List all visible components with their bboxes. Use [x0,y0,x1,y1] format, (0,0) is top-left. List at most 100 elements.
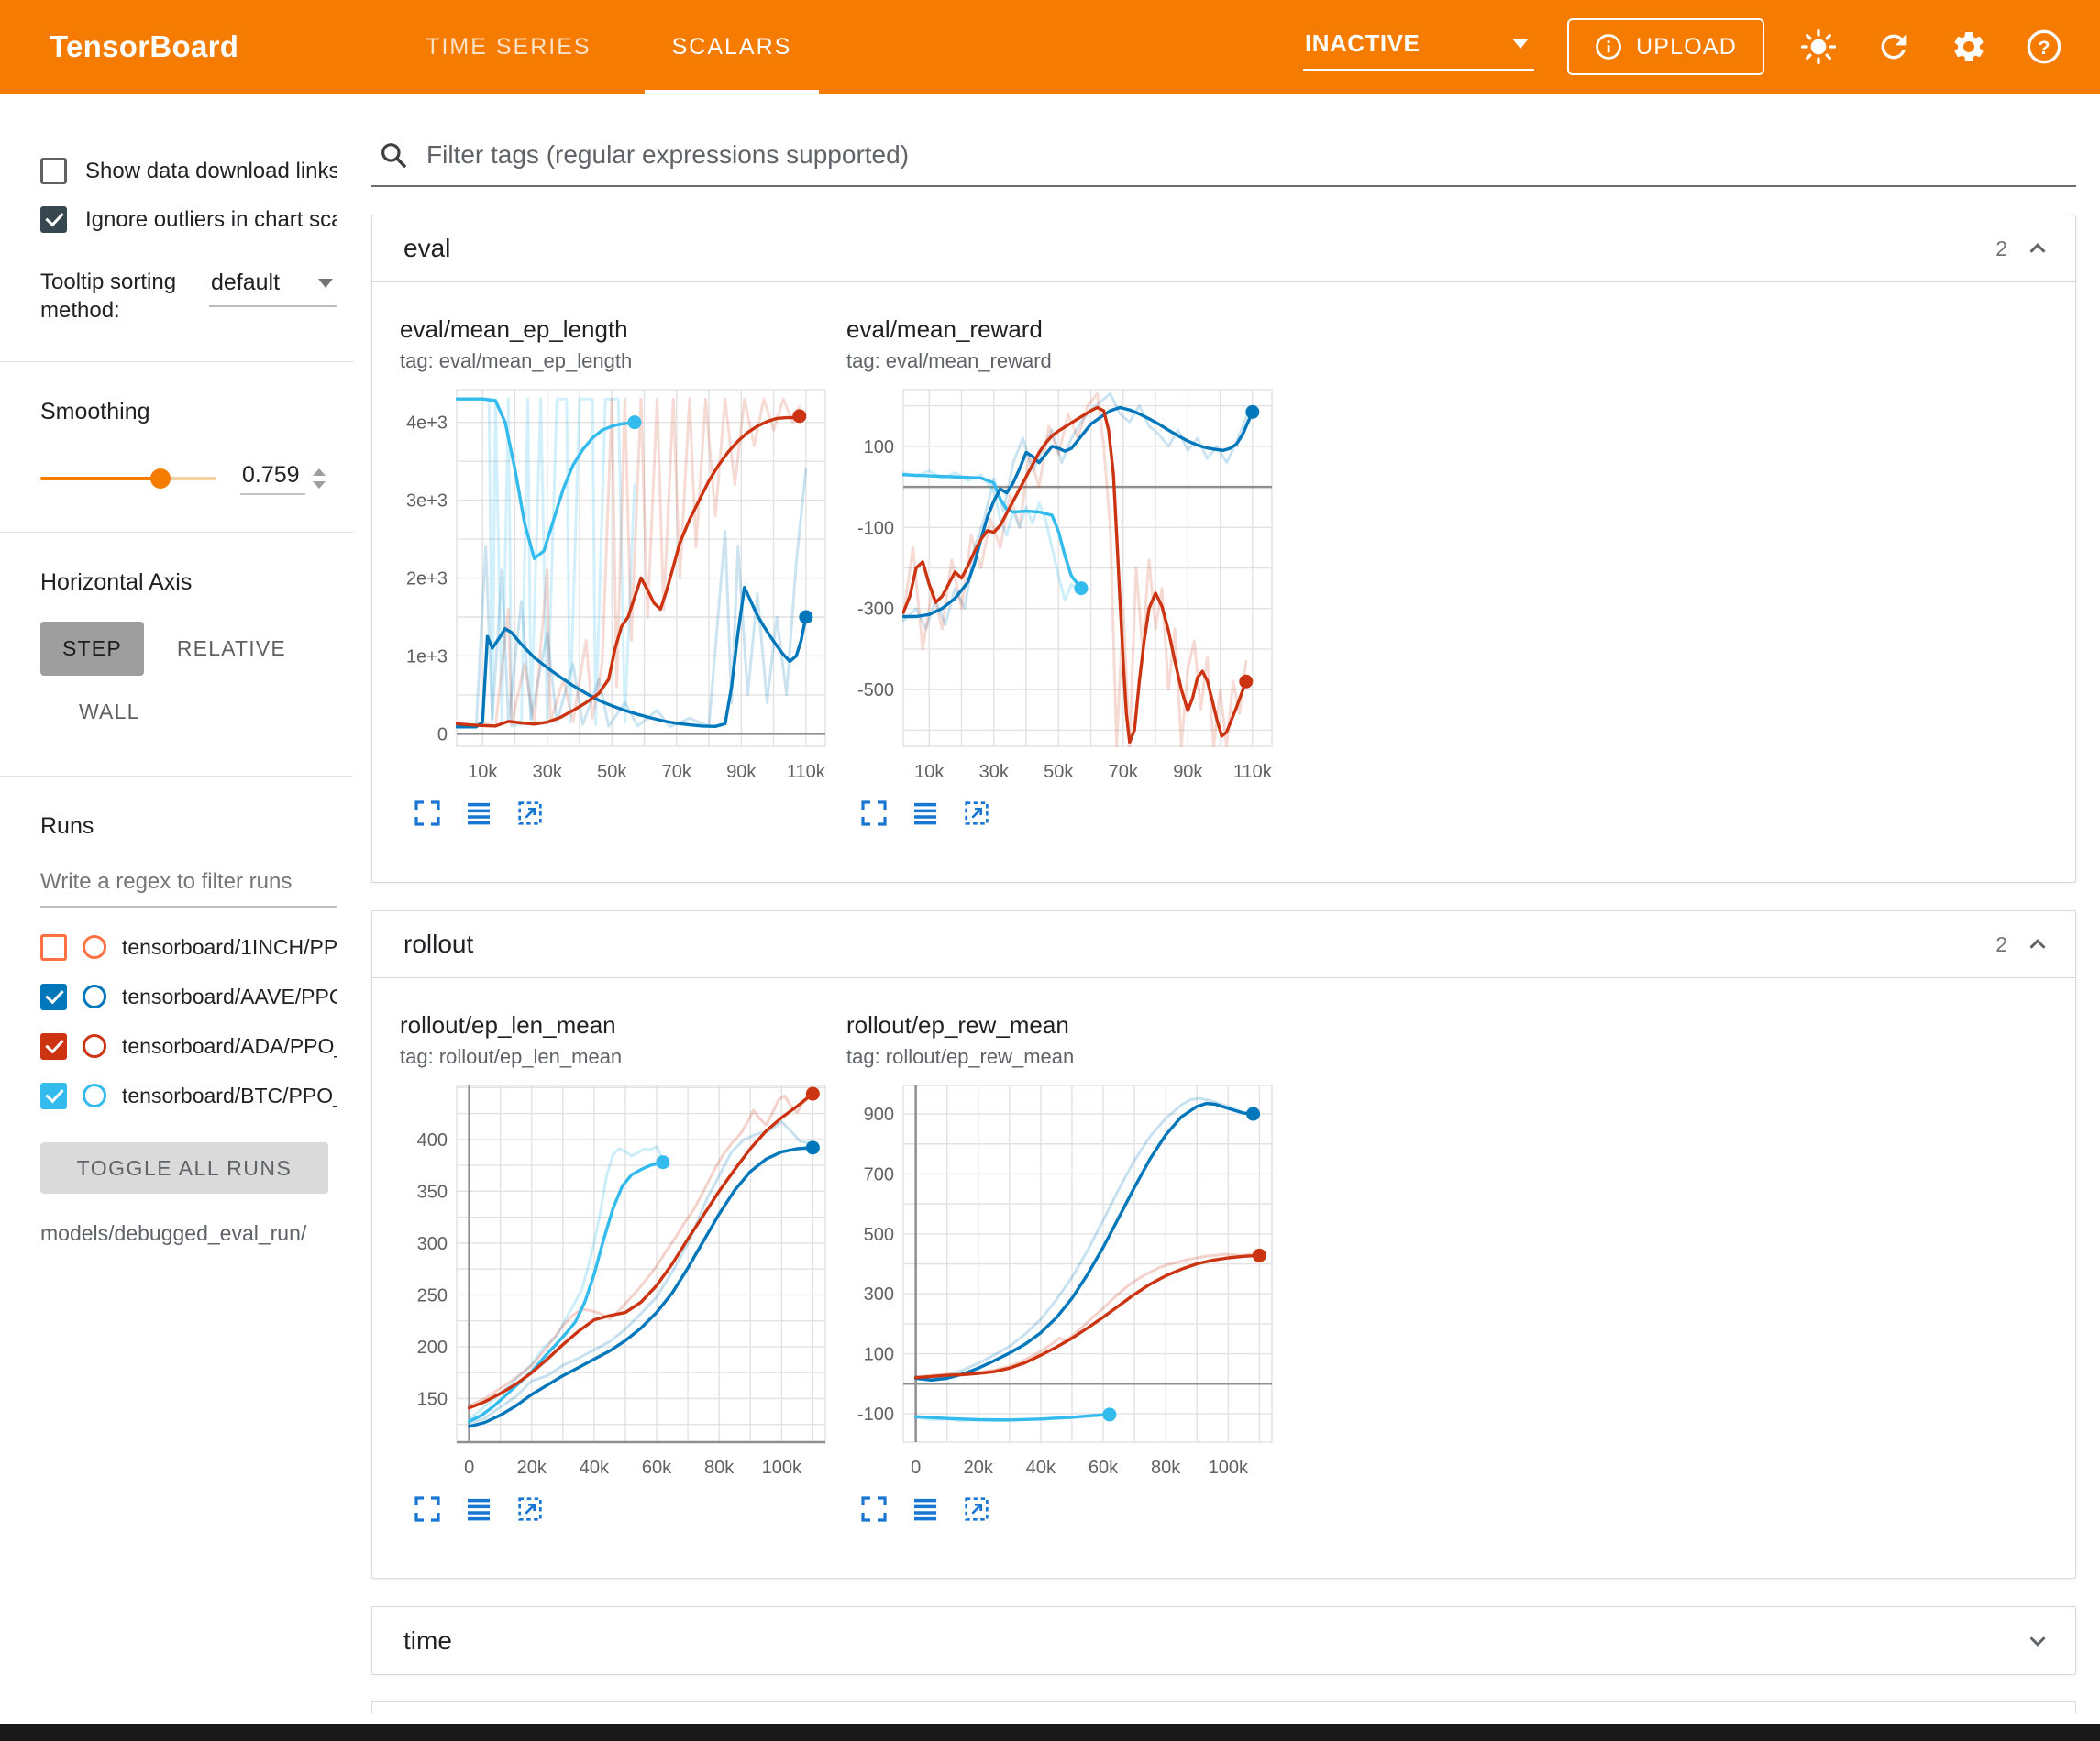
svg-text:30k: 30k [979,762,1010,782]
chart-tile: eval/mean_reward tag: eval/mean_reward 1… [846,315,1293,831]
run-color-swatch [83,935,106,960]
fullscreen-button[interactable] [411,1493,444,1526]
chart-eval-mean-ep-length[interactable]: 10k 30k 50k 70k 90k 110k 0 1e+3 2e+3 3e+3 4e+3 [400,380,831,788]
view-data-button[interactable] [909,798,942,831]
section-time-header[interactable]: time [372,1607,2075,1674]
smoothing-slider[interactable] [40,468,216,490]
help-icon: ? [2027,29,2061,64]
tab-time-series[interactable]: TIME SERIES [426,33,591,60]
svg-text:200: 200 [417,1338,448,1358]
sidebar-divider [0,776,353,777]
run-color-swatch [83,1084,106,1108]
svg-text:30k: 30k [533,762,563,782]
ignore-outliers-checkbox[interactable] [40,206,67,233]
run-checkbox[interactable] [40,1082,67,1109]
show-download-links-label: Show data download links [85,158,337,183]
status-dropdown-value: INACTIVE [1304,28,1420,57]
svg-text:1e+3: 1e+3 [406,646,448,667]
fullscreen-button[interactable] [857,1493,890,1526]
run-label: tensorboard/1INCH/PPO_1 [122,934,337,959]
ignore-outliers-checkbox-row[interactable]: Ignore outliers in chart scaling [40,206,337,233]
smoothing-control: 0.759 [40,462,337,496]
fit-domain-button[interactable] [514,1493,547,1526]
run-checkbox[interactable] [40,1032,67,1060]
section-rollout-header[interactable]: rollout 2 [372,911,2075,978]
view-data-button[interactable] [909,1493,942,1526]
topbar-actions: INACTIVE UPLOAD [1302,0,2065,94]
svg-text:700: 700 [864,1164,894,1185]
svg-text:60k: 60k [642,1458,672,1478]
run-color-swatch [83,1034,106,1059]
view-data-button[interactable] [462,798,495,831]
horizontal-axis-buttons-2: WALL [40,685,337,739]
run-row-aave[interactable]: tensorboard/AAVE/PPO_1 [40,972,337,1021]
fullscreen-button[interactable] [857,798,890,831]
section-title: eval [403,234,451,262]
svg-text:-500: -500 [857,680,894,700]
settings-button[interactable] [1948,26,1990,68]
svg-text:150: 150 [417,1390,448,1410]
fit-domain-icon [965,1496,989,1521]
app-logo: TensorBoard [50,29,239,63]
fit-domain-button[interactable] [960,1493,993,1526]
sun-icon [1800,28,1837,65]
run-checkbox[interactable] [40,933,67,961]
toggle-all-runs-button[interactable]: TOGGLE ALL RUNS [40,1142,328,1195]
section-eval-header[interactable]: eval 2 [372,215,2075,282]
stepper-down-icon[interactable] [312,481,326,490]
svg-text:70k: 70k [662,762,692,782]
run-row-1inch[interactable]: tensorboard/1INCH/PPO_1 [40,922,337,972]
tag-filter-input[interactable] [425,139,2071,171]
runs-filter-input[interactable] [40,860,337,909]
reload-button[interactable] [1873,26,1915,68]
axis-wall-button[interactable]: WALL [57,685,162,739]
run-row-ada[interactable]: tensorboard/ADA/PPO_1 [40,1021,337,1071]
fit-domain-button[interactable] [960,798,993,831]
bottom-bar [0,1724,2100,1741]
chart-eval-mean-reward[interactable]: 10k 30k 50k 70k 90k 110k 100 -100 -300 -500 [846,380,1277,788]
status-dropdown[interactable]: INACTIVE [1302,24,1534,71]
section-eval-body: eval/mean_ep_length tag: eval/mean_ep_le… [372,282,2075,882]
run-row-btc[interactable]: tensorboard/BTC/PPO_1 [40,1071,337,1120]
view-data-button[interactable] [462,1493,495,1526]
stepper-up-icon[interactable] [312,468,326,477]
sidebar-divider [0,361,353,363]
svg-text:50k: 50k [1044,762,1074,782]
chart-rollout-ep-rew-mean[interactable]: 0 20k 40k 60k 80k 100k -100 100 300 500 700 900 [846,1076,1277,1484]
fullscreen-button[interactable] [411,798,444,831]
data-table-icon [468,802,490,824]
run-label: tensorboard/AAVE/PPO_1 [122,984,337,1008]
tooltip-sorting-select[interactable]: default [209,268,337,307]
smoothing-value-input[interactable]: 0.759 [240,462,305,496]
run-list: tensorboard/1INCH/PPO_1 tensorboard/AAVE… [40,922,337,1120]
show-download-links-checkbox[interactable] [40,158,67,184]
chevron-up-icon[interactable] [2024,931,2051,958]
upload-button[interactable]: UPLOAD [1566,18,1764,75]
chevron-up-icon[interactable] [2024,235,2051,262]
run-label: tensorboard/BTC/PPO_1 [122,1083,337,1107]
chevron-down-icon[interactable] [2024,1627,2051,1655]
section-count: 2 [1995,931,2007,956]
chart-tag: tag: rollout/ep_rew_mean [846,1045,1075,1068]
chart-tag: tag: eval/mean_ep_length [400,349,633,372]
svg-text:60k: 60k [1089,1458,1119,1478]
help-button[interactable]: ? [2023,26,2065,68]
svg-text:10k: 10k [914,762,945,782]
tab-scalars[interactable]: SCALARS [632,0,833,94]
tooltip-sorting-row: Tooltip sorting method: default [40,268,337,325]
smoothing-stepper[interactable] [312,468,326,490]
show-download-links-checkbox-row[interactable]: Show data download links [40,158,337,184]
axis-relative-button[interactable]: RELATIVE [155,622,308,676]
section-title: rollout [403,930,474,958]
fit-domain-button[interactable] [514,798,547,831]
axis-step-button[interactable]: STEP [40,622,144,677]
chart-toolbar [411,798,846,831]
brightness-button[interactable] [1797,26,1840,68]
smoothing-slider-thumb[interactable] [149,468,171,490]
svg-text:3e+3: 3e+3 [406,491,448,512]
run-checkbox[interactable] [40,983,67,1010]
chart-rollout-ep-len-mean[interactable]: 0 20k 40k 60k 80k 100k 150 200 250 300 350 400 [400,1076,831,1484]
main-tabs: TIME SERIES SCALARS [385,0,832,94]
svg-text:300: 300 [864,1284,894,1305]
svg-text:500: 500 [864,1225,894,1245]
